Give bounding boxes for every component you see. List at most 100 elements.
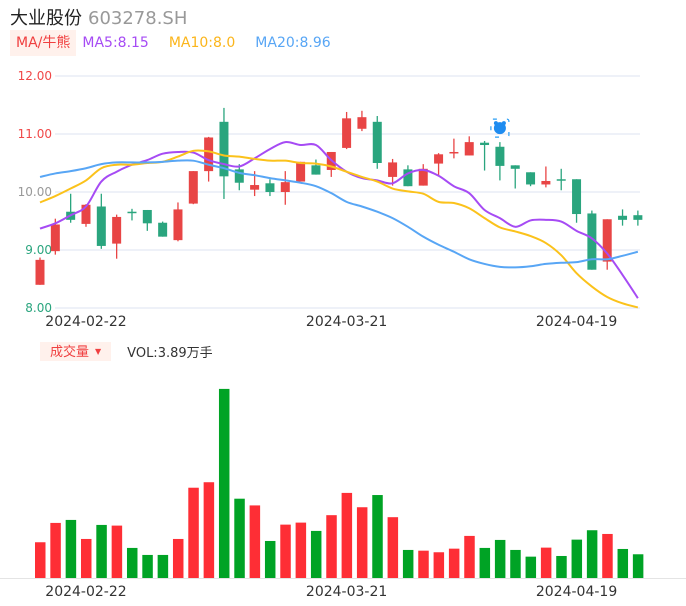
candle xyxy=(188,171,198,205)
y-tick-label: 11.00 xyxy=(18,127,52,141)
volume-bar xyxy=(203,482,215,578)
volume-bar xyxy=(540,547,552,578)
candle-body xyxy=(572,179,582,215)
x-tick-label: 2024-04-19 xyxy=(536,314,617,330)
candle xyxy=(234,164,244,191)
volume-bar xyxy=(341,492,353,578)
candle-body xyxy=(403,169,413,187)
bear-badge-icon xyxy=(490,118,510,138)
dropdown-triangle-icon: ▼ xyxy=(95,347,102,356)
candle xyxy=(173,202,183,242)
candle xyxy=(265,179,275,197)
candle xyxy=(449,138,459,159)
x-tick-label: 2024-03-21 xyxy=(306,314,387,330)
candle xyxy=(357,110,367,132)
volume-indicator-label: 成交量 xyxy=(50,345,90,360)
volume-bar xyxy=(96,524,107,578)
indicator-selector-button[interactable]: MA/牛熊 xyxy=(10,30,77,56)
candle-body xyxy=(81,204,91,224)
candle-body xyxy=(96,206,106,246)
candle-body xyxy=(265,183,275,192)
candle xyxy=(296,161,306,182)
candle-body xyxy=(526,172,536,185)
ma20-line xyxy=(39,159,639,269)
x-tick-label: 2024-02-22 xyxy=(45,314,126,330)
candle xyxy=(372,116,382,169)
volume-bar xyxy=(65,519,77,578)
badge-ear xyxy=(493,121,498,126)
volume-x-tick-label: 2024-02-22 xyxy=(45,584,126,600)
stock-title: 大业股份 603278.SH xyxy=(10,4,187,30)
candle xyxy=(66,193,76,223)
candle xyxy=(495,142,505,181)
volume-bar xyxy=(126,547,138,578)
volume-bar xyxy=(295,522,307,578)
volume-x-tick-label: 2024-03-21 xyxy=(306,584,387,600)
candle-body xyxy=(296,161,306,182)
candle xyxy=(526,172,536,187)
volume-bar xyxy=(525,556,537,578)
candle-body xyxy=(112,216,122,244)
volume-bar xyxy=(586,530,598,578)
candle xyxy=(158,221,168,237)
candle-body xyxy=(434,154,444,164)
candle-body xyxy=(372,121,382,163)
ma5-value: MA5:8.15 xyxy=(82,35,149,51)
candle-body xyxy=(633,215,643,220)
volume-bar xyxy=(80,538,92,578)
volume-bar xyxy=(510,549,521,578)
candle xyxy=(280,171,290,205)
ma10-line xyxy=(39,149,639,309)
volume-bar xyxy=(479,547,491,578)
candle-body xyxy=(204,137,214,172)
volume-header: 成交量 ▼ VOL:3.89万手 xyxy=(40,342,213,361)
volume-bar xyxy=(418,550,429,578)
candle xyxy=(388,158,398,186)
candle xyxy=(112,214,122,259)
y-tick-label: 9.00 xyxy=(25,243,52,257)
volume-bar xyxy=(310,530,322,578)
volume-bar xyxy=(494,539,506,578)
candle-body xyxy=(418,168,428,186)
candle xyxy=(81,204,91,227)
candle xyxy=(219,107,229,199)
candle-body xyxy=(587,213,597,270)
candle xyxy=(633,210,643,226)
candle-body xyxy=(158,222,168,237)
volume-indicator-button[interactable]: 成交量 ▼ xyxy=(40,342,112,361)
volume-bar xyxy=(372,495,383,578)
candle-body xyxy=(142,209,152,224)
volume-bar xyxy=(402,549,414,578)
candle xyxy=(556,168,566,191)
y-tick-label: 8.00 xyxy=(25,301,52,315)
candle-body xyxy=(357,117,367,129)
volume-bar xyxy=(157,554,169,578)
y-tick-label: 12.00 xyxy=(18,69,52,83)
badge-ear xyxy=(501,121,506,126)
volume-bar xyxy=(448,548,460,578)
candle-body xyxy=(510,165,520,169)
volume-bar xyxy=(111,525,123,578)
candle xyxy=(572,179,582,223)
candle-body xyxy=(35,259,45,285)
candle xyxy=(127,208,137,221)
candle-body xyxy=(127,211,137,214)
volume-bar xyxy=(249,505,261,578)
candle-body xyxy=(388,162,398,177)
volume-bar xyxy=(387,517,399,578)
candle xyxy=(618,209,628,226)
candle xyxy=(311,159,321,175)
candle xyxy=(142,209,152,231)
volume-bar xyxy=(50,522,61,578)
candle-body xyxy=(556,179,566,181)
candle xyxy=(342,111,352,150)
candle xyxy=(510,165,520,189)
stock-code: 603278.SH xyxy=(88,8,188,29)
candle xyxy=(50,218,60,255)
volume-bar xyxy=(264,540,276,578)
volume-bar xyxy=(35,542,46,578)
volume-bar xyxy=(433,552,445,578)
volume-bar xyxy=(188,487,199,578)
candle-body xyxy=(480,142,490,146)
